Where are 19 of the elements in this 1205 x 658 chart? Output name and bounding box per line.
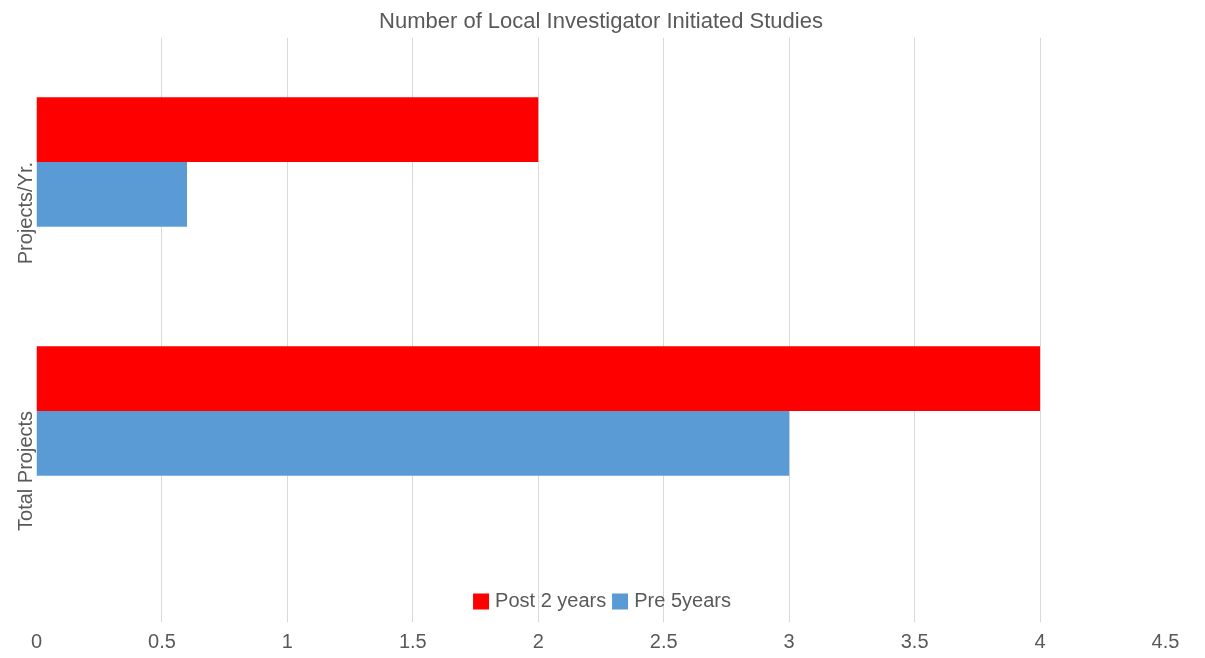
legend-label: Post 2 years xyxy=(495,589,607,612)
bar xyxy=(36,161,188,227)
bar xyxy=(36,410,790,476)
legend-label: Pre 5years xyxy=(634,589,731,612)
x-tick-label: 2 xyxy=(532,629,544,652)
x-tick-label: 1 xyxy=(281,629,293,652)
bar xyxy=(36,346,1041,411)
x-tick-label: 3 xyxy=(783,629,795,652)
x-tick-label: 0 xyxy=(30,629,43,652)
bar xyxy=(36,97,539,162)
x-tick-label: 4.5 xyxy=(1151,629,1180,652)
x-tick-label: 0.5 xyxy=(148,629,176,652)
x-tick-label: 2.5 xyxy=(649,629,678,652)
x-tick-label: 3.5 xyxy=(900,629,929,652)
x-tick-label: 1.5 xyxy=(398,629,427,652)
y-tick-label: Total Projects xyxy=(14,410,37,531)
chart-title: Number of Local Investigator Initiated Studies xyxy=(379,7,823,33)
y-tick-label: Projects/Yr. xyxy=(14,161,37,265)
x-tick-label: 4 xyxy=(1034,629,1046,652)
